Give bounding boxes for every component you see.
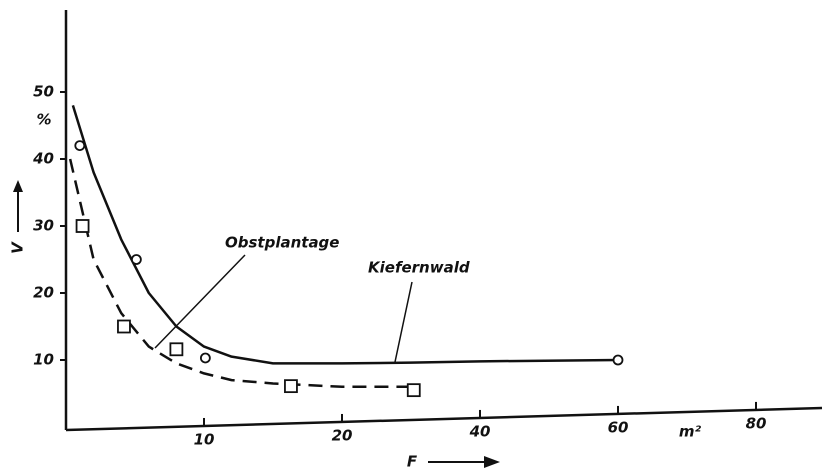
- y-tick-label: 50: [33, 83, 54, 101]
- y-arrowhead: [13, 180, 23, 192]
- fit-curve: [68, 158, 411, 389]
- y-tick-label: 40: [32, 150, 54, 168]
- y-tick-label: 30: [33, 217, 54, 235]
- x-tick-label: 80: [746, 414, 767, 432]
- point: [199, 352, 211, 364]
- x-unit: m²: [679, 423, 702, 441]
- y-axis-label: V: [9, 241, 27, 254]
- leader-line: [394, 281, 413, 363]
- y-unit: %: [36, 111, 51, 129]
- point: [75, 219, 90, 233]
- leader-line: [154, 254, 246, 349]
- fit-curve: [71, 105, 619, 365]
- annotation: Kiefernwald: [368, 259, 470, 277]
- point: [117, 319, 131, 334]
- point: [612, 354, 624, 366]
- x-axis: [65, 406, 823, 432]
- y-tick-label: 20: [33, 284, 54, 302]
- x-tick-label: 40: [469, 422, 491, 440]
- x-axis-label: F: [407, 453, 418, 471]
- y-tick-label: 10: [33, 351, 54, 369]
- point: [130, 254, 142, 265]
- x-arrowhead: [484, 456, 500, 468]
- x-tick-label: 10: [194, 430, 215, 448]
- x-tick-label: 60: [608, 418, 629, 436]
- point: [169, 342, 184, 357]
- point: [74, 140, 86, 152]
- annotation: Obstplantage: [225, 234, 339, 252]
- point: [406, 383, 421, 398]
- x-tick-label: 20: [332, 426, 353, 444]
- point: [284, 379, 298, 394]
